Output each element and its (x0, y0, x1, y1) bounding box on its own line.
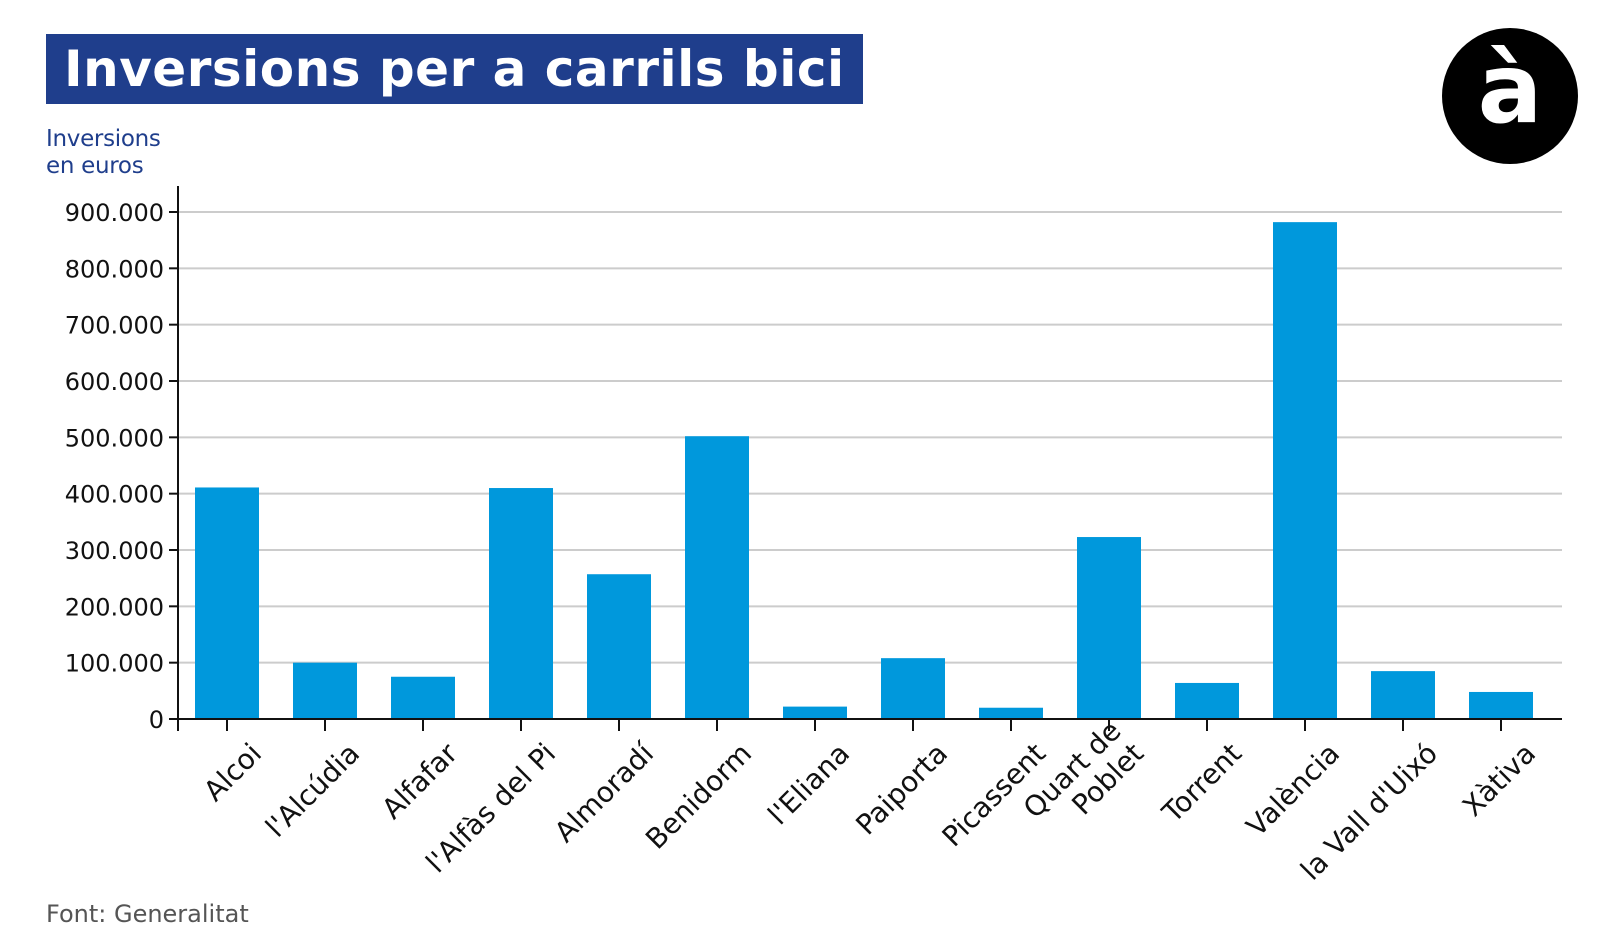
source-note: Font: Generalitat (46, 900, 249, 928)
y-tick-label: 700.000 (65, 312, 164, 340)
bar (391, 676, 455, 719)
y-axis-label-line-1: Inversions (46, 126, 161, 152)
bar (293, 662, 357, 719)
x-tick-label-line: Alfafar (375, 736, 464, 825)
x-tick-label: Torrent (1155, 737, 1248, 830)
x-tick-label: Alcoi (197, 737, 268, 808)
x-tick-label: Quart dePoblet (1017, 714, 1150, 847)
y-tick-label: 600.000 (65, 368, 164, 396)
bar (1469, 691, 1533, 719)
y-axis-label-line-2: en euros (46, 153, 144, 179)
bar (881, 658, 945, 719)
brand-logo: à (1442, 28, 1578, 164)
x-tick-label-line: Torrent (1155, 737, 1248, 830)
y-axis-label: Inversions en euros (46, 126, 161, 180)
bar (979, 707, 1043, 719)
x-tick-label: l'Alcúdia (259, 737, 366, 844)
y-tick-label: 500.000 (65, 424, 164, 452)
y-tick-label: 0 (149, 706, 164, 734)
y-tick-label: 400.000 (65, 481, 164, 509)
x-tick-label: Alfafar (375, 736, 464, 825)
bar (195, 487, 259, 719)
bar (1077, 537, 1141, 719)
x-tick-label: l'Eliana (761, 737, 856, 832)
x-tick-label-line: Alcoi (197, 737, 268, 808)
bar (685, 436, 749, 719)
x-tick-label: Benidorm (639, 737, 758, 856)
bar (587, 574, 651, 719)
y-tick-label: 800.000 (65, 255, 164, 283)
x-tick-label-line: l'Eliana (761, 737, 856, 832)
x-tick-label-line: l'Alcúdia (259, 737, 366, 844)
y-tick-label: 300.000 (65, 537, 164, 565)
bar (489, 488, 553, 719)
x-tick-label: Xàtiva (1456, 737, 1542, 823)
x-tick-label-line: Xàtiva (1456, 737, 1542, 823)
bar (1273, 222, 1337, 719)
y-tick-label: 900.000 (65, 199, 164, 227)
chart-title: Inversions per a carrils bici (64, 40, 845, 98)
bar (1175, 682, 1239, 719)
title-banner: Inversions per a carrils bici (46, 34, 863, 104)
y-tick-label: 100.000 (65, 650, 164, 678)
logo-glyph: à (1477, 33, 1543, 145)
bar (1371, 671, 1435, 719)
x-tick-label-line: Benidorm (639, 737, 758, 856)
y-tick-label: 200.000 (65, 593, 164, 621)
bar (783, 706, 847, 719)
